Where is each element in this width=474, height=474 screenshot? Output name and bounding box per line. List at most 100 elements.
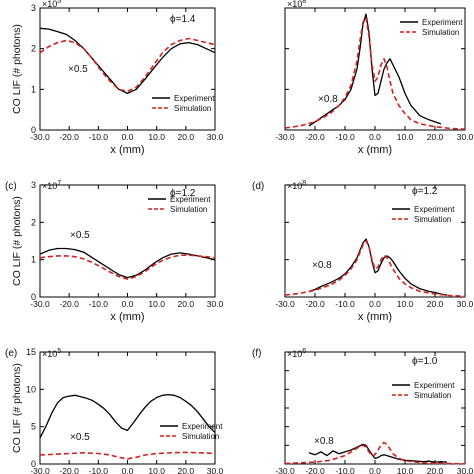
x-tick-label: 10.0 <box>397 466 414 474</box>
y-axis-label: CO LIF (# photons) <box>11 196 23 286</box>
x-tick-label: 0.0 <box>122 299 134 309</box>
scale-factor-label: ×0.5 <box>70 230 90 241</box>
y-exponent-label: ×107 <box>42 180 61 191</box>
experiment-line <box>39 393 216 439</box>
x-tick-label: -30.0 <box>275 299 295 309</box>
x-tick-label: -10.0 <box>89 466 109 474</box>
scale-factor-label: ×0.8 <box>314 436 334 447</box>
x-tick-label: -30.0 <box>30 466 50 474</box>
x-tick-label: -20.0 <box>305 466 325 474</box>
x-tick-label: 20.0 <box>178 466 195 474</box>
y-exponent-power: 5 <box>57 0 61 5</box>
x-tick-label: 0.0 <box>369 466 381 474</box>
x-tick-label: 0.0 <box>122 466 134 474</box>
y-tick-label: 2 <box>31 44 36 54</box>
y-tick-label: 0 <box>31 292 36 302</box>
y-tick-label: 10 <box>26 384 36 394</box>
x-tick-label: 30.0 <box>207 299 224 309</box>
legend-experiment-label: Experiment <box>414 205 455 214</box>
panel-label: (d) <box>252 181 264 192</box>
simulation-line <box>39 37 216 93</box>
x-tick-label: 10.0 <box>148 466 165 474</box>
legend-experiment-label: Experiment <box>182 422 223 431</box>
y-tick-label: 2 <box>31 217 36 227</box>
legend-experiment-label: Experiment <box>174 94 215 103</box>
x-tick-label: 30.0 <box>457 132 474 142</box>
phi-label: ϕ=1.0 <box>412 356 438 367</box>
y-tick-label: 0 <box>31 125 36 135</box>
x-tick-label: -10.0 <box>335 299 355 309</box>
x-tick-label: -30.0 <box>30 299 50 309</box>
x-tick-label: -30.0 <box>30 132 50 142</box>
panel-label: (f) <box>252 348 261 359</box>
panel-label: (e) <box>5 348 17 359</box>
x-axis-label: x (mm) <box>110 144 144 156</box>
experiment-line <box>39 247 216 279</box>
y-exponent-power: 7 <box>57 180 61 187</box>
x-tick-label: 30.0 <box>207 466 224 474</box>
simulation-line <box>39 254 216 280</box>
legend-simulation-label: Simulation <box>414 215 451 224</box>
y-tick-label: 1 <box>31 84 36 94</box>
x-tick-label: -20.0 <box>305 132 325 142</box>
x-tick-label: 10.0 <box>397 299 414 309</box>
x-tick-label: 10.0 <box>397 132 414 142</box>
y-exponent-label: ×108 <box>287 0 306 9</box>
y-exponent-power: 8 <box>302 180 306 187</box>
plot-frame <box>284 184 466 298</box>
x-axis-label: x (mm) <box>358 144 392 156</box>
x-tick-label: 20.0 <box>178 132 195 142</box>
y-tick-label: 15 <box>26 347 36 357</box>
y-tick-label: 1 <box>31 255 36 265</box>
legend-experiment-label: Experiment <box>422 18 463 27</box>
legend-simulation-label: Simulation <box>174 104 211 113</box>
x-tick-label: 30.0 <box>457 466 474 474</box>
plot-frame <box>284 351 466 465</box>
x-tick-label: -30.0 <box>275 466 295 474</box>
y-tick-label: 0 <box>31 459 36 469</box>
y-exponent-power: 5 <box>57 348 61 355</box>
x-tick-label: 20.0 <box>427 132 444 142</box>
x-axis-label: x (mm) <box>110 311 144 323</box>
x-tick-label: 30.0 <box>457 299 474 309</box>
x-tick-label: 20.0 <box>427 466 444 474</box>
y-axis-label: CO LIF (# photons) <box>11 24 23 114</box>
y-exponent-label: ×106 <box>287 348 306 359</box>
scale-factor-label: ×0.5 <box>68 64 88 75</box>
x-axis-label: x (mm) <box>358 311 392 323</box>
legend-simulation-label: Simulation <box>170 205 207 214</box>
plot-frame <box>39 351 216 465</box>
panel-label: (c) <box>5 181 17 192</box>
legend-experiment-label: Experiment <box>170 195 211 204</box>
chart-panel-f: -30.0 -20.0 -10.0 0.0 10.0 20.0 30.0 ×106 ϕ=1.0 ×… <box>252 348 474 474</box>
experiment-line <box>39 27 216 95</box>
chart-panel-b: -30.0 -20.0 -10.0 0.0 10.0 20.0 30.0 ×108 x (mm)… <box>275 0 473 156</box>
x-tick-label: -30.0 <box>275 132 295 142</box>
y-tick-label: 3 <box>31 3 36 13</box>
x-tick-label: -10.0 <box>335 132 355 142</box>
y-exponent-label: ×108 <box>287 180 306 191</box>
y-tick-label: 5 <box>31 422 36 432</box>
chart-panel-d: -30.0 -20.0 -10.0 0.0 10.0 20.0 30.0 ×108 x (mm)… <box>252 180 474 323</box>
y-axis-label: CO LIF (# photons) <box>11 363 23 453</box>
x-tick-label: -20.0 <box>305 299 325 309</box>
x-tick-label: -10.0 <box>89 299 109 309</box>
x-tick-label: 20.0 <box>427 299 444 309</box>
x-tick-label: -10.0 <box>89 132 109 142</box>
x-tick-label: 0.0 <box>369 299 381 309</box>
chart-panel-c: -30.0 -20.0 -10.0 0.0 10.0 20.0 30.0 0 1 2 3 ×107 x … <box>5 180 224 323</box>
chart-panel-e: -30.0 -20.0 -10.0 0.0 10.0 20.0 30.0 0 5 10 15 ×105… <box>5 347 224 474</box>
x-tick-label: 20.0 <box>178 299 195 309</box>
legend-simulation-label: Simulation <box>422 28 459 37</box>
x-tick-label: -20.0 <box>59 132 79 142</box>
simulation-line <box>284 441 466 465</box>
x-tick-label: -10.0 <box>335 466 355 474</box>
simulation-line <box>39 451 216 460</box>
scale-factor-label: ×0.5 <box>70 432 90 443</box>
x-tick-label: -20.0 <box>59 466 79 474</box>
simulation-line <box>284 240 466 298</box>
